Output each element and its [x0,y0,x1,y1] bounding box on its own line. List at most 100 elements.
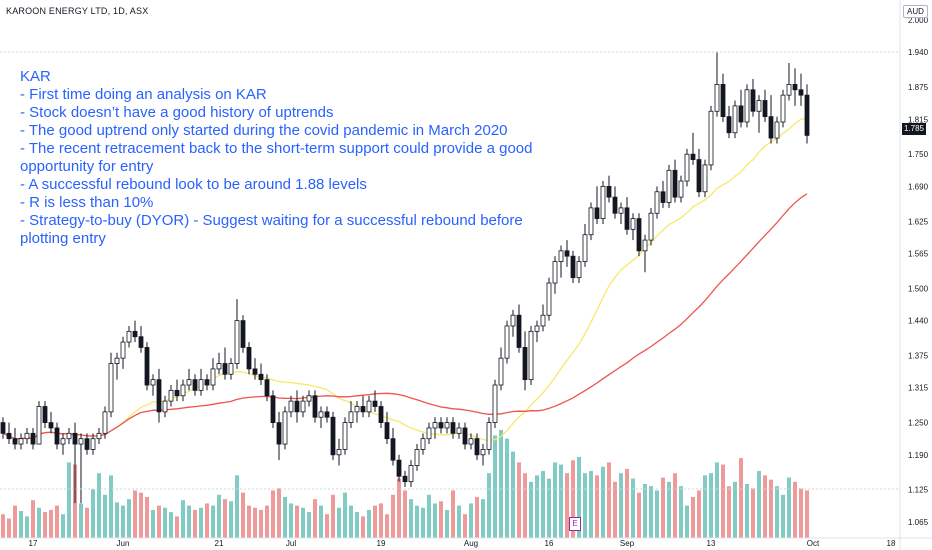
candle-body [396,459,402,477]
candle-body [630,218,636,230]
candle-body [96,432,102,440]
volume-bar [535,475,539,538]
candle [534,320,540,343]
candle [108,352,114,418]
candle [30,427,36,450]
candle [300,395,306,418]
candle [720,73,726,122]
x-tick-label: 13 [707,539,716,548]
candle [678,175,684,203]
candle-body [282,411,288,445]
volume-bar [475,496,479,538]
note-line: - The good uptrend only started during t… [20,122,508,139]
candle-body [294,400,300,413]
candle-body [18,438,24,445]
candle-body [654,191,660,214]
candle [114,352,120,380]
candle-body [642,239,648,252]
candle-body [102,411,108,434]
candle [60,433,66,455]
candle-body [246,347,252,370]
ticker-title[interactable]: KAROON ENERGY LTD, 1D, ASX [6,6,149,16]
volume-bar [271,490,275,538]
candle-body [570,255,576,279]
volume-bar [313,499,317,538]
candle [402,470,408,488]
candle-body [252,368,258,375]
volume-bar [295,505,299,538]
volume-bar [553,462,557,538]
candle [54,422,60,450]
candlesticks [0,52,810,504]
candle [546,277,552,321]
candle [252,358,258,380]
candle-body [192,379,198,391]
note-line: - Stock doesn’t have a good history of u… [20,104,334,121]
candle [744,84,750,128]
volume-bar [181,500,185,538]
note-line: - The recent retracement back to the sho… [20,140,533,157]
volume-bar [595,475,599,538]
volume-bar [343,492,347,538]
y-tick-label: 1.815 [908,115,929,124]
candle [210,358,216,391]
volume-bars [1,430,809,538]
candle [204,374,210,391]
candle [570,250,576,284]
candle-body [768,116,774,139]
volume-bar [151,509,155,538]
earnings-event-flag[interactable]: E [569,517,581,531]
candle-body [6,432,12,440]
volume-bar [61,514,65,538]
candle-body [600,186,606,220]
candle-body [708,110,714,166]
candle-body [534,325,540,332]
candle-body [528,330,534,381]
volume-bar [205,503,209,538]
candle [336,438,342,466]
candle [180,379,186,402]
candle [630,213,636,241]
candle-body [684,153,690,182]
volume-bar [13,505,17,538]
volume-bar [607,462,611,538]
volume-bar [517,462,521,538]
volume-bar [157,505,161,538]
volume-bar [619,473,623,538]
candle-body [222,363,228,375]
volume-bar [301,507,305,538]
currency-badge[interactable]: AUD [903,5,928,18]
candle-body [162,400,168,413]
y-tick-label: 1.565 [908,250,929,259]
candle-body [492,384,498,423]
candle [132,320,138,343]
volume-bar [703,475,707,538]
volume-bar [709,473,713,538]
candle-body [702,164,708,193]
volume-bar [91,489,95,538]
volume-bar [199,507,203,538]
volume-bar [469,503,473,538]
volume-bar [163,507,167,538]
volume-bar [391,494,395,538]
candle-body [468,438,474,445]
candle [786,62,792,101]
volume-bar [37,507,41,538]
moving-average-line [2,117,808,442]
candle-body [606,186,612,198]
volume-bar [523,473,527,538]
volume-bar [265,505,269,538]
candle-body [660,191,666,203]
note-line: plotting entry [20,230,106,247]
volume-bar [97,473,101,538]
volume-bar [235,475,239,538]
candle [594,186,600,224]
candle [6,422,12,445]
candle [342,417,348,455]
volume-bar [325,514,329,538]
candle-body [228,363,234,375]
candle-body [156,379,162,413]
candle-body [636,218,642,252]
candle-body [516,314,522,348]
